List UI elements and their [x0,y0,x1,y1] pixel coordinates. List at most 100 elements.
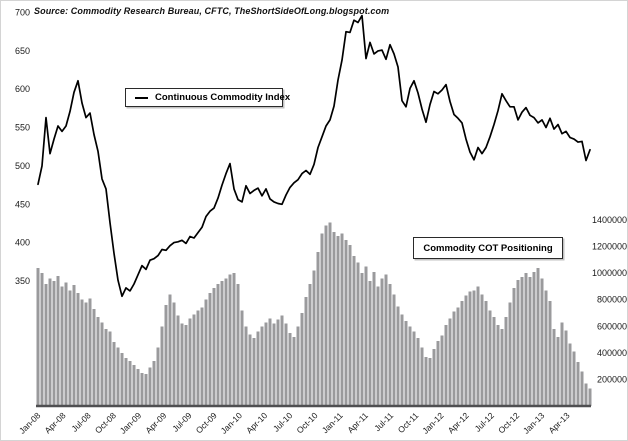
x-axis-tick-label: Apr-11 [345,410,370,435]
cot-bar [40,273,44,406]
cot-bar [480,294,484,406]
cot-bar [128,360,132,406]
left-axis-tick-label: 550 [15,123,30,133]
cot-bar [176,315,180,406]
cot-bar [344,239,348,406]
cot-bar [112,342,116,406]
left-axis-tick-label: 450 [15,199,30,209]
cot-bar [264,322,268,406]
cot-bar [36,267,40,406]
cot-bar [76,293,80,406]
cot-bar [292,336,296,406]
cot-bar [532,271,536,406]
x-axis-tick-label: Apr-10 [244,410,269,435]
x-axis-tick-label: Apr-13 [547,410,572,435]
x-axis-tick-label: Apr-09 [143,410,168,435]
cot-bar [96,316,100,406]
cot-bar [116,347,120,406]
x-axis-tick-label: Jul-12 [473,410,497,434]
cot-bar [352,255,356,406]
cot-bar [540,278,544,406]
cot-bar [236,283,240,406]
left-axis-tick-label: 650 [15,46,30,56]
cot-bar [196,310,200,406]
cot-bar [536,267,540,406]
x-axis-tick-label: Oct-08 [93,410,118,435]
cot-bar [132,364,136,406]
cot-bar [408,326,412,406]
x-axis-tick-label: Jul-10 [271,410,295,434]
cot-bar [272,323,276,406]
cot-bar [496,324,500,406]
cot-bar [564,330,568,406]
cot-bar [64,282,68,406]
cot-bar [400,314,404,406]
cot-bar [520,277,524,406]
cot-bar [332,231,336,406]
cot-bar [444,324,448,406]
cot-bar [104,328,108,406]
cot-bar [164,305,168,406]
x-axis-tick-label: Jan-08 [17,410,43,436]
cot-bar [172,302,176,406]
cot-bar [204,299,208,406]
cot-bar [48,278,52,406]
cot-bar [548,301,552,406]
cot-bar [544,290,548,406]
x-axis-tick-label: Jan-12 [420,410,446,436]
cot-bar [424,356,428,406]
cot-bar [140,372,144,406]
cot-bar [552,328,556,406]
cot-bar [412,331,416,406]
cot-bar [280,315,284,406]
cot-bar [152,360,156,406]
x-axis-tick-label: Oct-09 [194,410,219,435]
left-axis-tick-label: 350 [15,276,30,286]
cot-bar [436,340,440,406]
cot-bar [88,298,92,406]
cot-bar [188,318,192,406]
cot-bar [56,275,60,406]
x-axis-tick-label: Apr-12 [446,410,471,435]
cot-bar [588,388,592,406]
source-note: Source: Commodity Research Bureau, CFTC,… [34,6,390,16]
cot-bar [240,310,244,406]
cot-bar [356,262,360,406]
cot-bar [388,283,392,406]
cot-bar [92,309,96,406]
cot-bar [508,302,512,406]
right-axis-tick-label: 1000000 [592,268,627,278]
cot-bar [440,335,444,406]
cot-bar [288,332,292,406]
cci-line-series [37,14,591,298]
cot-bar [124,358,128,406]
cot-bar [452,311,456,406]
cot-bar [284,323,288,406]
cot-bar [432,348,436,406]
cot-bar [68,290,72,406]
cot-bar [316,251,320,406]
cot-bar [572,351,576,406]
cot-bar [372,271,376,406]
cot-bar [256,331,260,406]
right-axis-tick-labels: 1400000 1200000 1000000 800000 600000 400000 2… [592,215,627,384]
cot-bar [120,352,124,406]
cot-bar [304,297,308,406]
left-axis-tick-labels: 700 650 600 550 500 450 400 350 [15,8,30,286]
cot-bar [336,235,340,406]
cot-bar [500,328,504,406]
cot-bar [420,347,424,406]
cot-bar [472,290,476,406]
cot-bar [524,273,528,406]
cot-bar [248,334,252,406]
cot-bar [328,222,332,406]
x-axis-tick-label: Jan-13 [521,410,547,436]
right-axis-tick-label: 800000 [597,295,627,305]
left-axis-tick-label: 600 [15,84,30,94]
left-axis-tick-label: 500 [15,161,30,171]
legend-cot: Commodity COT Positioning [413,237,563,259]
cot-bar [220,281,224,406]
right-axis-tick-label: 400000 [597,348,627,358]
cot-bar [216,283,220,406]
